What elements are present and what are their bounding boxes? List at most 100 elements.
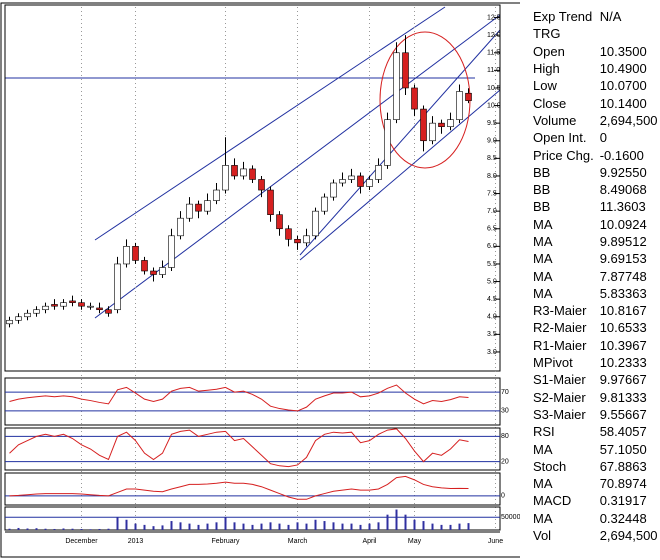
y-tick-label: 0 — [501, 493, 505, 500]
y-tick-label: 70 — [501, 389, 509, 396]
volume-bar — [143, 524, 146, 530]
candle-body — [303, 235, 310, 244]
volume-bar — [341, 523, 344, 530]
volume-bar — [404, 514, 407, 530]
info-label: S1-Maier — [533, 372, 586, 388]
info-value: 9.69153 — [599, 251, 647, 267]
volume-bar — [224, 517, 227, 530]
info-label: R3-Maier — [533, 303, 587, 319]
candle-body — [33, 309, 40, 314]
candle-body — [195, 203, 202, 212]
candle-body — [87, 305, 94, 308]
candle-body — [438, 122, 445, 127]
y-tick-label: 4.0 — [487, 314, 497, 321]
info-value: 5.83363 — [599, 285, 647, 301]
info-row: Vol 2,694,500 — [527, 527, 658, 544]
volume-bar — [215, 522, 218, 530]
info-row: Volume 2,694,500 — [527, 112, 658, 129]
candle-body — [447, 119, 454, 127]
chart: 3.0 3.5 4.0 4.5 5.0 5.5 6.0 6.5 7.0 7.5 8.0 8.5 9.0 9… — [0, 2, 520, 558]
info-value: 58.4057 — [599, 424, 647, 440]
info-value: 10.1400 — [599, 95, 647, 111]
info-row: MA 9.69153 — [527, 250, 658, 267]
stoch-line — [9, 428, 469, 468]
candle-body — [60, 302, 67, 307]
macd-panel — [4, 472, 501, 506]
volume-bar — [8, 528, 11, 530]
info-row: MA 57.1050 — [527, 440, 658, 457]
info-label: BB — [533, 164, 551, 180]
volume-bar — [89, 529, 92, 530]
info-value: 10.8167 — [599, 303, 647, 319]
info-value: 10.0700 — [599, 78, 647, 94]
info-row: R1-Maier 10.3967 — [527, 337, 658, 354]
info-row: Close 10.1400 — [527, 94, 658, 111]
info-row: R2-Maier 10.6533 — [527, 319, 658, 336]
volume-bar — [350, 523, 353, 530]
volume-bar — [440, 524, 443, 530]
volume-bar — [62, 528, 65, 530]
info-value: 10.0924 — [599, 216, 647, 232]
y-tick-label: 4.5 — [487, 296, 497, 303]
candle-body — [420, 108, 427, 142]
volume-bar — [170, 521, 173, 530]
info-row: Open Int. 0 — [527, 129, 658, 146]
y-tick-label: 12.5 — [487, 14, 501, 21]
candle-body — [267, 189, 274, 215]
info-row: BB 11.3603 — [527, 198, 658, 215]
volume-bar — [260, 523, 263, 530]
y-tick-label: 11.5 — [487, 50, 500, 57]
info-row: MPivot 10.2333 — [527, 354, 658, 371]
y-tick-label: 3.0 — [487, 349, 497, 356]
volume-bar — [161, 525, 164, 530]
volume-bar — [242, 523, 245, 530]
info-row: MACD 0.31917 — [527, 492, 658, 509]
info-row: Open 10.3500 — [527, 43, 658, 60]
candle-body — [375, 165, 382, 180]
candle-body — [123, 246, 130, 265]
candle-body — [312, 210, 319, 237]
info-label: Low — [533, 78, 557, 94]
info-label: MA — [533, 441, 553, 457]
volume-bar — [35, 528, 38, 530]
candle-body — [285, 228, 292, 240]
info-value: 9.81333 — [599, 389, 647, 405]
candle-body — [294, 239, 301, 244]
price-panel — [4, 4, 501, 372]
volume-bar — [107, 528, 110, 530]
candle-body — [105, 309, 112, 314]
candle-body — [357, 175, 364, 187]
info-value: 0 — [599, 130, 607, 146]
x-tick-label: February — [211, 538, 240, 545]
volume-bar — [17, 527, 20, 530]
candle-body — [150, 270, 157, 275]
info-value: 8.49068 — [599, 182, 647, 198]
info-label: S2-Maier — [533, 389, 586, 405]
info-row: RSI 58.4057 — [527, 423, 658, 440]
info-row: TRG — [527, 25, 658, 42]
info-label: MA — [533, 510, 553, 526]
info-value: 10.2333 — [599, 355, 647, 371]
y-tick-label: 8.5 — [487, 155, 497, 162]
x-tick-label: June — [488, 538, 503, 545]
volume-bar — [98, 528, 101, 530]
y-tick-label: 20 — [501, 458, 509, 465]
candle-body — [231, 165, 238, 177]
info-value: 9.55667 — [599, 406, 647, 422]
info-row: High 10.4900 — [527, 60, 658, 77]
info-label: MACD — [533, 493, 572, 509]
candle-body — [330, 182, 337, 198]
volume-bar — [179, 522, 182, 530]
y-tick-label: 3.5 — [487, 331, 497, 338]
volume-bar — [386, 514, 389, 530]
info-row: MA 70.8974 — [527, 475, 658, 492]
volume-bar — [71, 528, 74, 530]
volume-bar — [269, 522, 272, 530]
info-label: Volume — [533, 112, 577, 128]
volume-bar — [134, 523, 137, 530]
info-row: MA 0.32448 — [527, 510, 658, 527]
volume-bar — [251, 524, 254, 530]
y-tick-label: 10.0 — [487, 102, 501, 109]
info-value: 2,694,500 — [599, 528, 658, 544]
info-row: BB 9.92550 — [527, 164, 658, 181]
